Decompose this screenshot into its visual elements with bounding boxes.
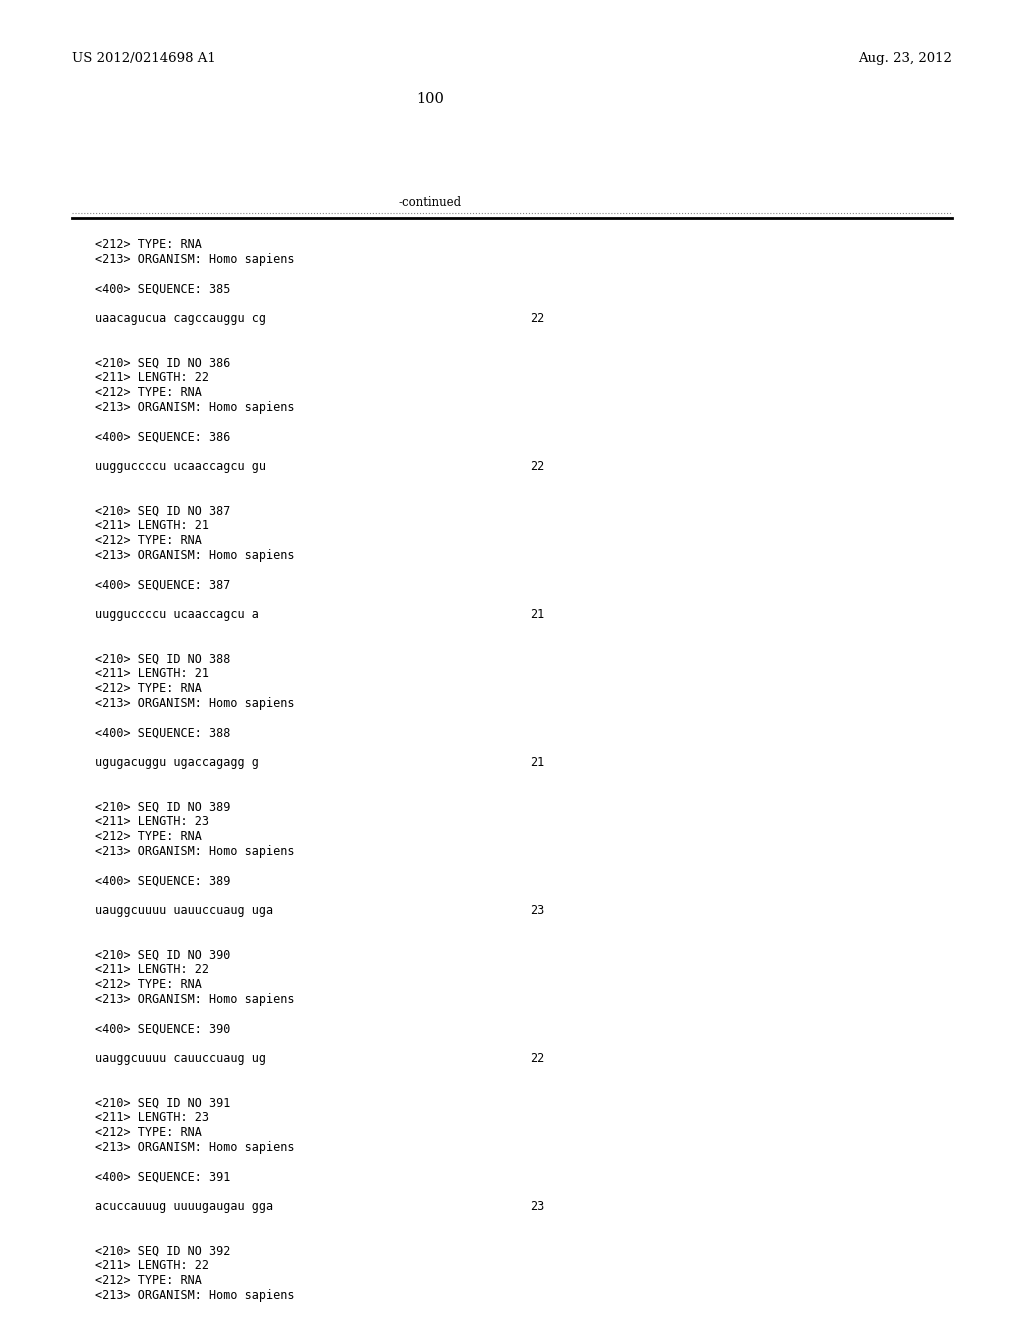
Text: uauggcuuuu cauuccuaug ug: uauggcuuuu cauuccuaug ug xyxy=(95,1052,266,1065)
Text: 22: 22 xyxy=(530,459,544,473)
Text: <211> LENGTH: 22: <211> LENGTH: 22 xyxy=(95,371,209,384)
Text: 23: 23 xyxy=(530,1200,544,1213)
Text: <213> ORGANISM: Homo sapiens: <213> ORGANISM: Homo sapiens xyxy=(95,1140,295,1154)
Text: <212> TYPE: RNA: <212> TYPE: RNA xyxy=(95,1126,202,1139)
Text: <210> SEQ ID NO 386: <210> SEQ ID NO 386 xyxy=(95,356,230,370)
Text: <212> TYPE: RNA: <212> TYPE: RNA xyxy=(95,1274,202,1287)
Text: <211> LENGTH: 23: <211> LENGTH: 23 xyxy=(95,1111,209,1125)
Text: <210> SEQ ID NO 387: <210> SEQ ID NO 387 xyxy=(95,504,230,517)
Text: Aug. 23, 2012: Aug. 23, 2012 xyxy=(858,51,952,65)
Text: -continued: -continued xyxy=(398,195,462,209)
Text: uauggcuuuu uauuccuaug uga: uauggcuuuu uauuccuaug uga xyxy=(95,904,273,917)
Text: 21: 21 xyxy=(530,756,544,770)
Text: <213> ORGANISM: Homo sapiens: <213> ORGANISM: Homo sapiens xyxy=(95,253,295,265)
Text: <213> ORGANISM: Homo sapiens: <213> ORGANISM: Homo sapiens xyxy=(95,993,295,1006)
Text: 100: 100 xyxy=(416,92,444,106)
Text: <400> SEQUENCE: 391: <400> SEQUENCE: 391 xyxy=(95,1171,230,1184)
Text: <211> LENGTH: 22: <211> LENGTH: 22 xyxy=(95,964,209,977)
Text: <400> SEQUENCE: 385: <400> SEQUENCE: 385 xyxy=(95,282,230,296)
Text: <400> SEQUENCE: 388: <400> SEQUENCE: 388 xyxy=(95,726,230,739)
Text: <400> SEQUENCE: 389: <400> SEQUENCE: 389 xyxy=(95,874,230,887)
Text: <210> SEQ ID NO 389: <210> SEQ ID NO 389 xyxy=(95,800,230,813)
Text: <211> LENGTH: 23: <211> LENGTH: 23 xyxy=(95,816,209,828)
Text: uaacagucua cagccauggu cg: uaacagucua cagccauggu cg xyxy=(95,312,266,325)
Text: 22: 22 xyxy=(530,312,544,325)
Text: <211> LENGTH: 21: <211> LENGTH: 21 xyxy=(95,519,209,532)
Text: <400> SEQUENCE: 392: <400> SEQUENCE: 392 xyxy=(95,1319,230,1320)
Text: <212> TYPE: RNA: <212> TYPE: RNA xyxy=(95,535,202,546)
Text: <210> SEQ ID NO 392: <210> SEQ ID NO 392 xyxy=(95,1245,230,1258)
Text: <212> TYPE: RNA: <212> TYPE: RNA xyxy=(95,978,202,991)
Text: <210> SEQ ID NO 388: <210> SEQ ID NO 388 xyxy=(95,652,230,665)
Text: <400> SEQUENCE: 386: <400> SEQUENCE: 386 xyxy=(95,430,230,444)
Text: US 2012/0214698 A1: US 2012/0214698 A1 xyxy=(72,51,216,65)
Text: <213> ORGANISM: Homo sapiens: <213> ORGANISM: Homo sapiens xyxy=(95,401,295,413)
Text: <211> LENGTH: 21: <211> LENGTH: 21 xyxy=(95,667,209,680)
Text: 23: 23 xyxy=(530,904,544,917)
Text: acuccauuug uuuugaugau gga: acuccauuug uuuugaugau gga xyxy=(95,1200,273,1213)
Text: <400> SEQUENCE: 387: <400> SEQUENCE: 387 xyxy=(95,578,230,591)
Text: <210> SEQ ID NO 390: <210> SEQ ID NO 390 xyxy=(95,948,230,961)
Text: <213> ORGANISM: Homo sapiens: <213> ORGANISM: Homo sapiens xyxy=(95,549,295,562)
Text: <213> ORGANISM: Homo sapiens: <213> ORGANISM: Homo sapiens xyxy=(95,1288,295,1302)
Text: <212> TYPE: RNA: <212> TYPE: RNA xyxy=(95,238,202,251)
Text: <213> ORGANISM: Homo sapiens: <213> ORGANISM: Homo sapiens xyxy=(95,845,295,858)
Text: uugguccccu ucaaccagcu a: uugguccccu ucaaccagcu a xyxy=(95,609,259,620)
Text: 22: 22 xyxy=(530,1052,544,1065)
Text: <212> TYPE: RNA: <212> TYPE: RNA xyxy=(95,385,202,399)
Text: <211> LENGTH: 22: <211> LENGTH: 22 xyxy=(95,1259,209,1272)
Text: <400> SEQUENCE: 390: <400> SEQUENCE: 390 xyxy=(95,1023,230,1035)
Text: 21: 21 xyxy=(530,609,544,620)
Text: <213> ORGANISM: Homo sapiens: <213> ORGANISM: Homo sapiens xyxy=(95,697,295,710)
Text: ugugacuggu ugaccagagg g: ugugacuggu ugaccagagg g xyxy=(95,756,259,770)
Text: <212> TYPE: RNA: <212> TYPE: RNA xyxy=(95,830,202,843)
Text: uugguccccu ucaaccagcu gu: uugguccccu ucaaccagcu gu xyxy=(95,459,266,473)
Text: <212> TYPE: RNA: <212> TYPE: RNA xyxy=(95,682,202,696)
Text: <210> SEQ ID NO 391: <210> SEQ ID NO 391 xyxy=(95,1097,230,1109)
